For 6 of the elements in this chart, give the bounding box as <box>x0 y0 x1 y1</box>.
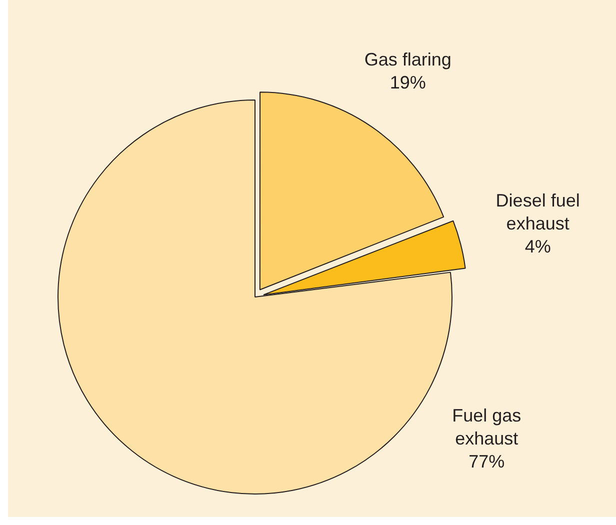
slice-label: Diesel fuel exhaust <box>496 190 580 234</box>
data-label: 4% <box>524 236 551 256</box>
data-label: 77% <box>468 452 505 472</box>
slice-label: Gas flaring <box>364 50 452 70</box>
data-label: 19% <box>390 72 426 93</box>
slice-label: Fuel gas exhaust <box>452 406 522 449</box>
